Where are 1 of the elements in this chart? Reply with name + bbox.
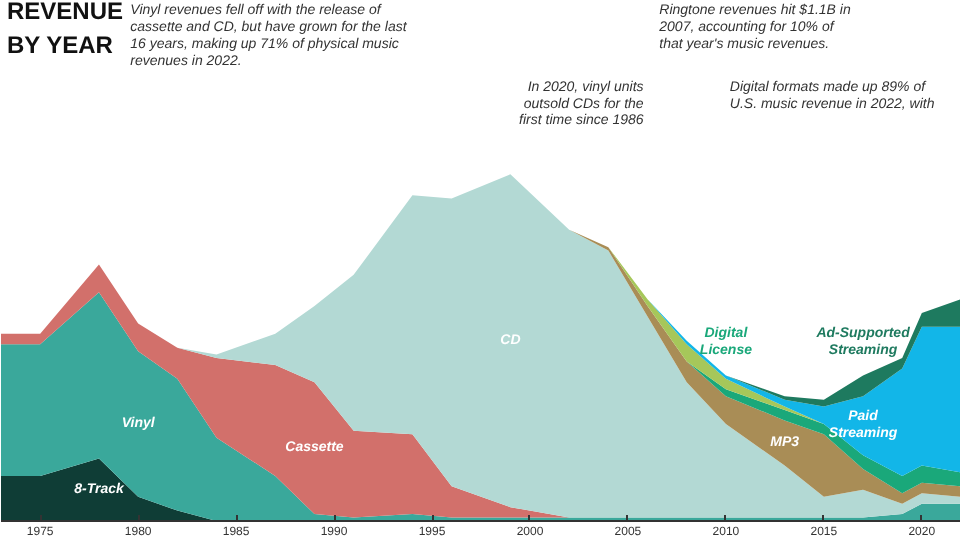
chart-title: REVENUE BY YEAR: [7, 0, 124, 59]
